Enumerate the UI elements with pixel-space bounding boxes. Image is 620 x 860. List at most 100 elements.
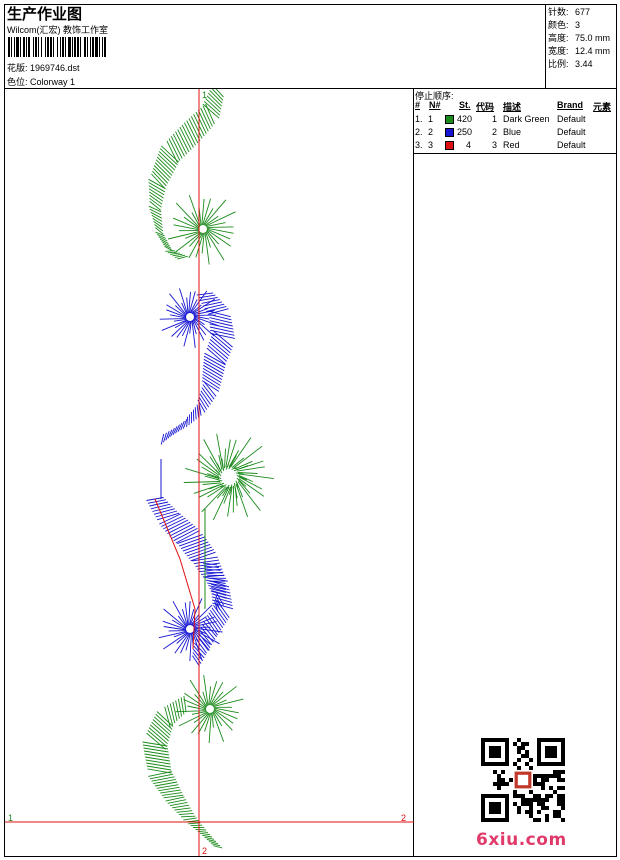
stitch: [155, 510, 178, 518]
stitch: [162, 620, 187, 630]
stitch: [154, 781, 178, 787]
stitch: [206, 615, 220, 633]
stitch: [189, 232, 203, 247]
qr-module: [549, 794, 553, 798]
qr-module: [509, 778, 513, 782]
stitch: [153, 778, 176, 785]
stitch: [193, 629, 220, 645]
qr-module: [529, 766, 533, 770]
row-num: 3.: [415, 140, 423, 150]
stitch: [238, 479, 251, 494]
stitch: [172, 601, 188, 627]
stitch: [175, 424, 180, 434]
stats-divider: [545, 4, 546, 88]
stitch: [153, 165, 170, 182]
barcode-bar: [35, 37, 37, 57]
stitch: [161, 319, 188, 331]
stitch: [159, 148, 178, 166]
stitch: [237, 481, 261, 511]
stitch: [211, 593, 232, 600]
qr-module: [541, 798, 545, 802]
stitch: [148, 771, 172, 777]
stitch: [192, 655, 200, 667]
barcode-bar: [62, 37, 64, 57]
qr-module: [505, 782, 509, 786]
stitch: [236, 474, 248, 481]
qr-module: [537, 810, 541, 814]
stitch: [236, 477, 247, 487]
stitch: [171, 619, 187, 629]
qr-module: [561, 818, 565, 822]
barcode-gap: [42, 37, 45, 57]
qr-module: [529, 802, 533, 806]
stitch: [180, 420, 185, 431]
qr-module: [533, 782, 537, 786]
stitch: [184, 602, 189, 626]
stitch: [151, 721, 170, 739]
qr-module: [545, 746, 557, 758]
stitch: [205, 231, 225, 261]
stitch: [223, 486, 232, 504]
stitch: [195, 232, 204, 258]
stitch: [201, 299, 220, 304]
stitch: [179, 288, 188, 315]
qr-module: [517, 810, 521, 814]
row-desc: Red: [503, 140, 520, 150]
stitch: [145, 756, 170, 762]
stitch: [149, 208, 162, 216]
stitch: [148, 182, 166, 193]
stitch: [174, 319, 189, 329]
stitch: [191, 304, 202, 314]
header-element: 元素: [593, 102, 612, 112]
stitch: [205, 98, 221, 113]
qr-module: [501, 770, 505, 774]
barcode-bar: [38, 37, 39, 57]
barcode-bar: [41, 37, 42, 57]
qr-module: [517, 806, 521, 810]
stitch: [204, 232, 210, 265]
stitch: [228, 455, 237, 470]
qr-module: [489, 802, 501, 814]
stitch: [206, 226, 234, 228]
stitch: [158, 151, 177, 168]
stitch: [162, 243, 172, 249]
row-brand: Default: [557, 114, 586, 124]
qr-module: [553, 770, 557, 774]
stitch: [165, 250, 175, 252]
qr-module: [525, 742, 529, 746]
stitch: [202, 371, 222, 383]
row-stitches: 420: [457, 114, 473, 124]
barcode-bar: [14, 37, 15, 57]
qr-code: [481, 738, 565, 822]
qr-module: [537, 794, 541, 798]
qr-module: [545, 778, 549, 782]
barcode-gap: [12, 37, 14, 57]
stitch: [177, 129, 190, 153]
stitch: [171, 525, 196, 539]
stitch: [210, 580, 230, 588]
stitch: [142, 741, 168, 747]
stitch: [177, 533, 203, 545]
row-brand: Default: [557, 140, 586, 150]
stitch: [175, 202, 200, 228]
barcode-bar: [45, 37, 46, 57]
qr-module: [525, 762, 529, 766]
qr-module: [525, 798, 529, 802]
page-frame: [4, 4, 617, 857]
stitch: [193, 318, 207, 336]
stitch: [188, 232, 203, 259]
stitch: [167, 799, 187, 804]
qr-module: [541, 774, 545, 778]
stitch: [216, 599, 230, 619]
qr-module: [545, 774, 549, 778]
stitch: [197, 109, 209, 132]
stitch: [197, 565, 222, 570]
row-code: 3: [492, 140, 498, 150]
stitch: [154, 224, 164, 232]
header-stitches: St.: [459, 100, 471, 110]
qr-module: [533, 798, 537, 802]
qr-module: [557, 814, 561, 818]
stitch: [206, 228, 231, 240]
stitch: [146, 762, 171, 768]
stitch: [191, 212, 201, 227]
